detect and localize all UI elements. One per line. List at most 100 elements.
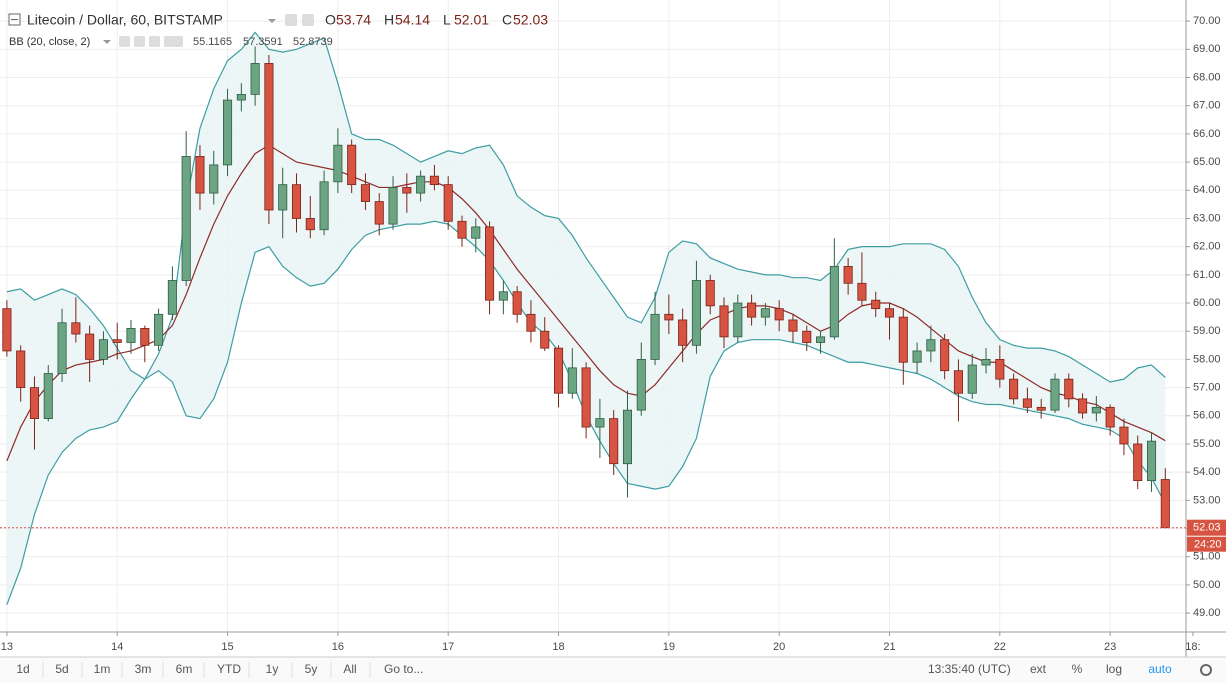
candle-body <box>595 418 605 428</box>
candle-body <box>788 319 798 332</box>
candle-body <box>443 184 453 222</box>
indicator-eye-icon[interactable] <box>119 36 130 47</box>
scale-option[interactable]: auto <box>1148 662 1172 676</box>
settings-gear[interactable] <box>1200 664 1212 676</box>
y-tick-label: 50.00 <box>1193 579 1221 591</box>
candle-body <box>719 305 729 338</box>
candle-body <box>678 319 688 346</box>
candle-body <box>29 387 40 420</box>
clock: 13:35:40 (UTC) <box>928 662 1011 676</box>
candle-body <box>471 226 481 239</box>
candle-body <box>98 339 108 360</box>
candle-body <box>167 280 177 315</box>
indicator-source-icon[interactable] <box>149 36 160 47</box>
candle-body <box>43 373 53 420</box>
y-tick-label: 66.00 <box>1193 128 1221 140</box>
range-button[interactable]: 3m <box>135 662 152 676</box>
collapse-icon[interactable] <box>8 13 21 26</box>
x-tick-label: 19 <box>663 641 675 653</box>
candle-body <box>884 308 895 318</box>
y-tick-label: 67.00 <box>1193 100 1221 112</box>
scale-option[interactable]: ext <box>1030 662 1047 676</box>
candle-body <box>112 339 122 343</box>
candle-body <box>843 265 853 284</box>
candle-body <box>940 339 950 372</box>
candle-body <box>609 418 619 465</box>
chart-title: Litecoin / Dollar, 60, BITSTAMP <box>27 12 223 28</box>
candle-body <box>540 330 550 349</box>
candle-body <box>140 328 150 346</box>
candle-body <box>457 220 467 239</box>
candle-body <box>236 94 246 101</box>
candle-body <box>195 156 205 194</box>
range-button[interactable]: All <box>343 662 356 676</box>
candle-body <box>774 308 784 321</box>
x-tick-label: 21 <box>883 641 895 653</box>
settings-icon[interactable] <box>302 14 314 26</box>
indicator-settings-icon[interactable] <box>134 36 145 47</box>
candle-body <box>857 282 867 301</box>
range-button[interactable]: 5y <box>305 662 318 676</box>
candle-body <box>264 63 274 211</box>
scale-option[interactable]: log <box>1106 662 1122 676</box>
candle-body <box>1146 440 1157 482</box>
range-button[interactable]: 1y <box>266 662 279 676</box>
range-button[interactable]: 5d <box>55 662 68 676</box>
candle-body <box>1105 406 1115 428</box>
ohlc-letter: L <box>443 12 451 28</box>
candle-body <box>760 308 770 318</box>
candle-body <box>250 63 260 95</box>
candle-body <box>705 280 715 307</box>
x-tick-label: 22 <box>994 641 1006 653</box>
indicator-menu-arrow[interactable] <box>103 40 111 44</box>
title-menu-arrow[interactable] <box>268 19 276 23</box>
ohlc-value: 54.14 <box>395 12 430 28</box>
candle-body <box>209 164 219 194</box>
candle-body <box>747 302 757 318</box>
candle-body <box>567 367 577 394</box>
x-tick-label: 23 <box>1104 641 1116 653</box>
y-tick-label: 63.00 <box>1193 212 1221 224</box>
y-tick-label: 62.00 <box>1193 241 1221 253</box>
indicator-remove-icon[interactable] <box>172 36 183 47</box>
candle-body <box>553 347 564 394</box>
candle-body <box>429 175 439 186</box>
x-tick-label: 17 <box>442 641 454 653</box>
candle-body <box>581 367 591 428</box>
candle-body <box>485 226 495 301</box>
candle-body <box>16 350 26 389</box>
candle-body <box>650 313 660 360</box>
range-button[interactable]: 1m <box>94 662 111 676</box>
range-button[interactable]: 1d <box>16 662 29 676</box>
candle-body <box>223 99 233 166</box>
candle-body <box>953 370 963 394</box>
range-button[interactable]: YTD <box>217 662 241 676</box>
candle-body <box>57 322 67 374</box>
candle-body <box>374 201 384 225</box>
candle-body <box>1133 443 1143 482</box>
eye-icon[interactable] <box>285 14 297 26</box>
x-tick-label: 18 <box>552 641 564 653</box>
candle-body <box>526 313 536 332</box>
candle-body <box>1050 378 1060 411</box>
candle-body <box>319 181 329 231</box>
scale-option[interactable]: % <box>1072 662 1083 676</box>
y-tick-label: 70.00 <box>1193 15 1221 27</box>
candle-body <box>1036 406 1046 411</box>
candle-body <box>126 328 136 343</box>
candle-body <box>1091 406 1101 414</box>
y-tick-label: 60.00 <box>1193 297 1221 309</box>
candle-body <box>360 184 370 202</box>
x-tick-label: 18: <box>1185 641 1200 653</box>
range-button[interactable]: 6m <box>176 662 193 676</box>
candle-body <box>829 265 839 338</box>
y-tick-label: 55.00 <box>1193 438 1221 450</box>
x-tick-label: 20 <box>773 641 785 653</box>
x-tick-label: 15 <box>221 641 233 653</box>
time-axis: 13 14 15 16 17 18 19 20 21 22 23 18: <box>1 632 1201 653</box>
candle-body <box>622 409 633 465</box>
candle-body <box>816 336 826 343</box>
goto-button[interactable]: Go to... <box>384 662 423 676</box>
bb-upper-line <box>6 31 1166 383</box>
y-tick-label: 61.00 <box>1193 269 1221 281</box>
